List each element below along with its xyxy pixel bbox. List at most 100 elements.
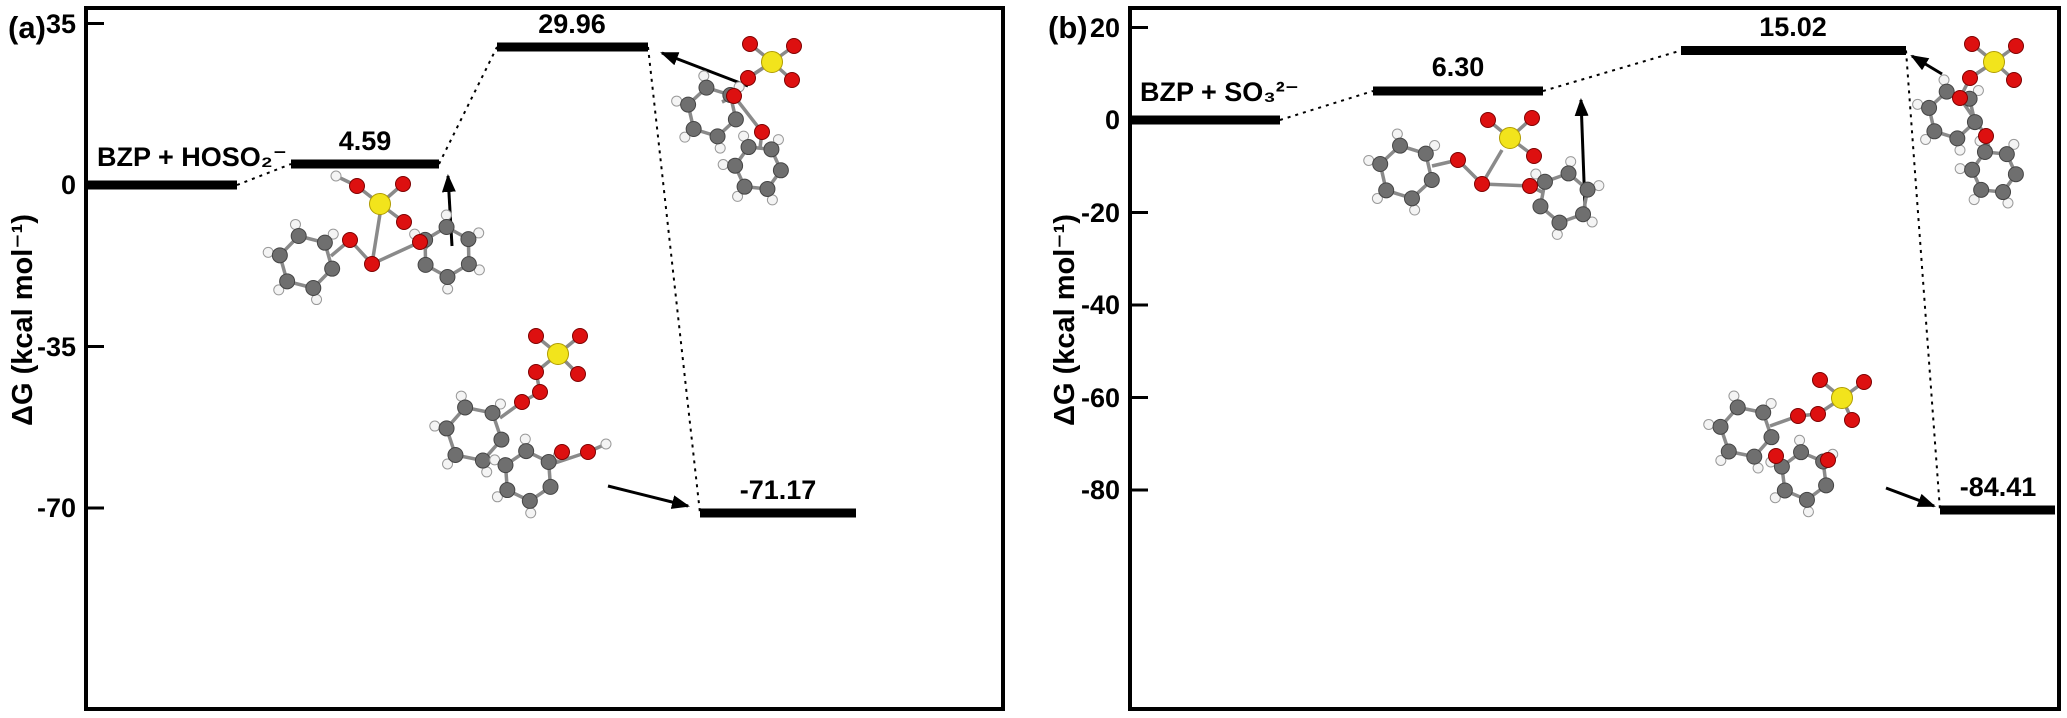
hydrogen-atom-icon [1429,139,1441,151]
hydrogen-atom-icon [1972,85,1984,97]
carbon-atom-icon [1818,477,1835,494]
sulfur-atom-icon [1983,51,2005,73]
carbon-atom-icon [1720,443,1737,460]
hydrogen-atom-icon [311,294,323,306]
oxygen-atom-icon [395,176,411,192]
carbon-atom-icon [1921,99,1938,116]
carbon-atom-icon [1798,491,1815,508]
carbon-atom-icon [1372,156,1389,173]
level-label-transition-state-a: 29.96 [538,9,606,39]
plot-border-a [84,6,1005,711]
oxygen-atom-icon [554,444,570,460]
carbon-atom-icon [499,482,516,499]
hydrogen-atom-icon [262,246,274,258]
carbon-atom-icon [271,247,288,264]
molecule-intermediate-b [1363,110,1605,240]
oxygen-atom-icon [514,394,530,410]
hydrogen-atom-icon [1769,492,1781,504]
hydrogen-atom-icon [494,398,506,410]
hydrogen-atom-icon [1794,434,1806,446]
carbon-atom-icon [457,399,474,416]
connector-line [438,46,498,165]
y-tick-label: 20 [1090,13,1120,43]
y-axis-ticks-a: 35 0 -35 -70 [37,9,104,523]
hydrogen-atom-icon [473,264,485,276]
hydrogen-atom-icon [1703,418,1715,430]
carbon-atom-icon [540,453,557,470]
carbon-atom-icon [518,443,535,460]
oxygen-atom-icon [1812,372,1828,388]
oxygen-atom-icon [1768,448,1784,464]
y-tick-label: -40 [1081,290,1120,320]
y-tick-label: -60 [1081,383,1120,413]
y-axis-title-b: ΔG (kcal mol⁻¹) [1049,214,1081,426]
oxygen-atom-icon [364,256,380,272]
hydrogen-atom-icon [600,438,612,450]
oxygen-atom-icon [2006,72,2022,88]
level-label-products-a: -71.17 [740,475,817,505]
energy-levels-a [88,42,856,518]
y-tick-label: 0 [1105,105,1120,135]
connector-line [647,46,701,514]
oxygen-atom-icon [2008,38,2024,54]
connectors-b [1279,49,1941,511]
oxygen-atom-icon [1952,90,1968,106]
hydrogen-atom-icon [473,227,485,239]
carbon-atom-icon [290,228,307,245]
carbon-atom-icon [1378,182,1395,199]
y-tick-label: -70 [37,493,76,523]
carbon-atom-icon [305,279,322,296]
hydrogen-atom-icon [1371,193,1383,205]
hydrogen-atom-icon [440,209,452,221]
carbon-atom-icon [460,231,477,248]
oxygen-atom-icon [1844,412,1860,428]
carbon-atom-icon [439,268,456,285]
hydrogen-atom-icon [327,228,339,240]
level-label-intermediate-b: 6.30 [1432,52,1485,82]
carbon-atom-icon [1575,206,1592,223]
molecule-product-a [429,328,612,519]
carbon-atom-icon [438,420,455,437]
hydrogen-atom-icon [1920,133,1932,145]
hydrogen-atom-icon [1391,128,1403,140]
hydrogen-atom-icon [1954,144,1966,156]
hydrogen-atom-icon [519,433,531,445]
carbon-atom-icon [1976,143,1993,160]
carbon-atom-icon [740,139,757,156]
molecule-transition-state-b [1912,36,2024,209]
hydrogen-atom-icon [1715,454,1727,466]
carbon-atom-icon [1973,181,1990,198]
hydrogen-atom-icon [1938,74,1950,86]
oxygen-atom-icon [1522,178,1538,194]
pointer-arrow [1885,486,1936,508]
carbon-atom-icon [1403,190,1420,207]
oxygen-atom-icon [1856,374,1872,390]
carbon-atom-icon [1776,482,1793,499]
hydrogen-atom-icon [732,190,744,202]
hydrogen-atom-icon [330,170,342,182]
hydrogen-atom-icon [1586,216,1598,228]
carbon-atom-icon [1964,161,1981,178]
plot-border-b [1128,6,2061,711]
hydrogen-atom-icon [717,159,729,171]
connectors-a [236,46,701,514]
carbon-atom-icon [417,256,434,273]
carbon-atom-icon [1536,173,1553,190]
carbon-atom-icon [685,120,702,137]
hydrogen-atom-icon [772,134,784,146]
hydrogen-atom-icon [714,142,726,154]
oxygen-atom-icon [1474,176,1490,192]
hydrogen-atom-icon [273,284,285,296]
carbon-atom-icon [1966,114,1983,131]
oxygen-atom-icon [742,36,758,52]
oxygen-atom-icon [784,72,800,88]
hydrogen-atom-icon [1409,204,1421,216]
carbon-atom-icon [1746,448,1763,465]
energy-diagram-panel-b: (b) ΔG (kcal mol⁻¹) 20 0 -20 -40 -60 -80 [1048,6,2061,711]
y-tick-label: 35 [46,9,76,39]
oxygen-atom-icon [1450,152,1466,168]
hydrogen-atom-icon [429,420,441,432]
oxygen-atom-icon [396,214,412,230]
carbon-atom-icon [1551,214,1568,231]
oxygen-atom-icon [532,384,548,400]
